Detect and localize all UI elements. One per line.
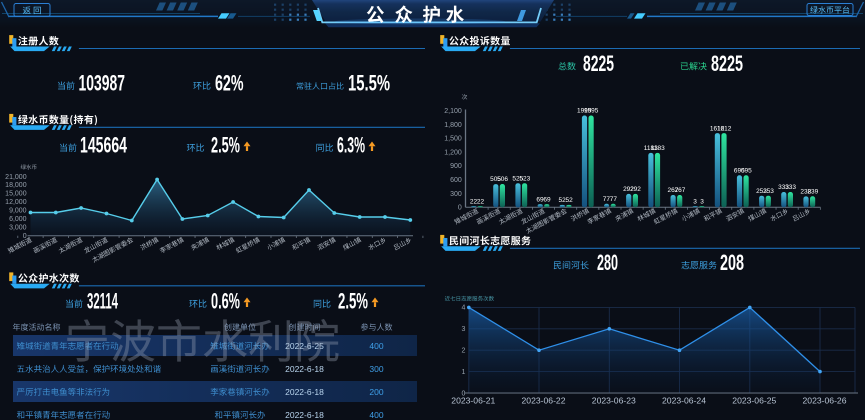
svg-text:333: 333: [785, 184, 796, 191]
svg-text:3,000: 3,000: [9, 225, 27, 232]
svg-text:333: 333: [778, 184, 789, 191]
svg-text:3: 3: [700, 198, 704, 205]
svg-text:77: 77: [603, 196, 611, 203]
svg-text:52: 52: [565, 197, 573, 204]
svg-text:103987: 103987: [79, 71, 126, 96]
svg-text:1612: 1612: [717, 125, 732, 132]
svg-text:3: 3: [693, 198, 697, 205]
svg-text:280: 280: [597, 250, 618, 275]
svg-text:1: 1: [461, 369, 465, 376]
svg-text:145664: 145664: [80, 133, 127, 158]
svg-text:253: 253: [763, 188, 774, 195]
svg-text:6.3%: 6.3%: [337, 133, 365, 158]
svg-text:238: 238: [800, 189, 811, 196]
svg-text:1995: 1995: [577, 108, 592, 115]
svg-text:3: 3: [461, 326, 465, 333]
svg-text:6,000: 6,000: [9, 216, 27, 223]
svg-text:69: 69: [543, 196, 551, 203]
svg-text:22: 22: [477, 198, 485, 205]
svg-text:292: 292: [623, 186, 634, 193]
svg-text:15,000: 15,000: [5, 191, 27, 198]
svg-text:18,000: 18,000: [5, 182, 27, 189]
svg-text:52: 52: [558, 197, 566, 204]
svg-text:0: 0: [458, 205, 462, 212]
svg-text:267: 267: [667, 187, 678, 194]
svg-text:32114: 32114: [87, 289, 118, 314]
svg-text:525: 525: [512, 175, 523, 182]
svg-text:15.5%: 15.5%: [348, 71, 390, 96]
svg-text:0: 0: [461, 390, 465, 397]
svg-text:600: 600: [450, 177, 462, 184]
svg-text:0.6%: 0.6%: [211, 289, 240, 314]
svg-text:2022-6-18: 2022-6-18: [285, 387, 324, 397]
svg-text:239: 239: [807, 189, 818, 196]
svg-text:77: 77: [610, 196, 618, 203]
svg-text:523: 523: [519, 175, 530, 182]
svg-text:2,100: 2,100: [444, 108, 462, 115]
svg-text:4: 4: [461, 305, 465, 312]
svg-text:2022-6-25: 2022-6-25: [285, 341, 324, 351]
svg-text:695: 695: [734, 168, 745, 175]
svg-text:2023-06-23: 2023-06-23: [592, 397, 637, 406]
svg-text:292: 292: [630, 186, 641, 193]
svg-text:300: 300: [450, 191, 462, 198]
svg-text:21,000: 21,000: [5, 174, 27, 181]
svg-text:2022-6-18: 2022-6-18: [285, 364, 324, 374]
svg-text:1,200: 1,200: [444, 149, 462, 156]
svg-text:1995: 1995: [584, 108, 599, 115]
svg-text:2023-06-25: 2023-06-25: [732, 397, 777, 406]
svg-text:1183: 1183: [644, 145, 658, 152]
svg-text:8225: 8225: [583, 51, 614, 76]
svg-text:9,000: 9,000: [9, 208, 27, 215]
svg-text:400: 400: [369, 341, 383, 351]
svg-text:695: 695: [741, 168, 752, 175]
svg-text:1,500: 1,500: [444, 136, 462, 143]
svg-text:1183: 1183: [651, 145, 665, 152]
svg-text:506: 506: [497, 176, 508, 183]
svg-text:200: 200: [369, 387, 383, 397]
svg-text:400: 400: [369, 410, 383, 420]
svg-text:2023-06-26: 2023-06-26: [803, 397, 848, 406]
svg-text:2023-06-21: 2023-06-21: [451, 397, 496, 406]
svg-text:2: 2: [461, 348, 465, 355]
svg-text:208: 208: [720, 250, 744, 275]
svg-text:2023-06-22: 2023-06-22: [522, 397, 567, 406]
svg-text:300: 300: [369, 364, 383, 374]
svg-text:12,000: 12,000: [5, 199, 27, 206]
svg-text:2022-6-18: 2022-6-18: [285, 410, 324, 420]
svg-text:900: 900: [450, 163, 462, 170]
svg-text:1612: 1612: [710, 125, 725, 132]
svg-text:505: 505: [490, 176, 501, 183]
svg-text:2.5%: 2.5%: [338, 289, 368, 314]
svg-text:69: 69: [536, 196, 544, 203]
svg-text:0: 0: [23, 233, 27, 240]
svg-text:2.5%: 2.5%: [211, 133, 240, 158]
svg-text:22: 22: [470, 198, 478, 205]
svg-text:267: 267: [674, 187, 685, 194]
svg-text:1,800: 1,800: [444, 122, 462, 129]
svg-text:253: 253: [756, 188, 767, 195]
svg-text:2023-06-24: 2023-06-24: [662, 397, 707, 406]
svg-text:8225: 8225: [711, 51, 743, 76]
svg-text:62%: 62%: [215, 71, 244, 96]
